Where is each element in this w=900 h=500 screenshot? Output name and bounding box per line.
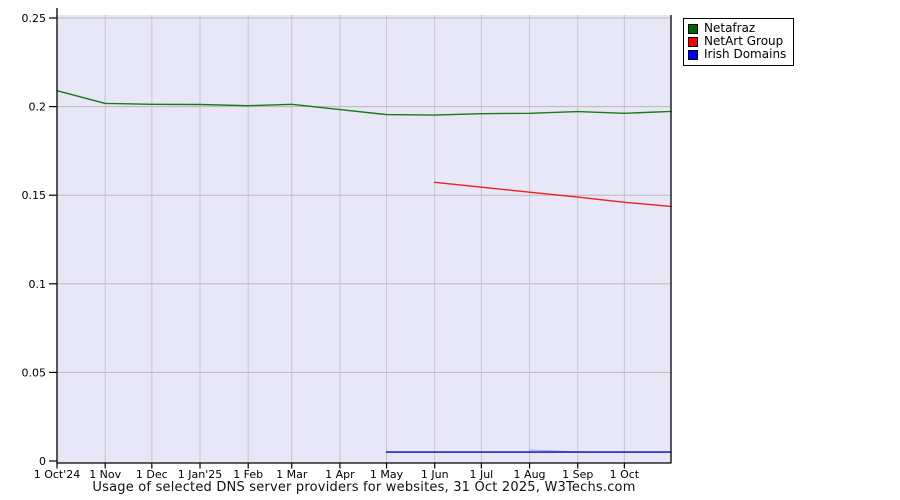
chart-title: Usage of selected DNS server providers f… [92,480,636,495]
x-tick-label: 1 Jun [421,468,449,481]
y-tick-label: 0.15 [22,189,47,202]
x-tick-label: 1 Dec [136,468,168,481]
x-tick-label: 1 Feb [233,468,263,481]
y-tick-label: 0.2 [29,101,47,114]
y-tick-label: 0.05 [22,366,47,379]
legend-label-irish-domains: Irish Domains [704,47,787,61]
x-tick-label: 1 Nov [89,468,121,481]
legend-swatch-netafraz [688,23,698,34]
x-tick-label: 1 Sep [562,468,593,481]
plot-area [57,15,671,463]
x-tick-label: 1 Aug [514,468,546,481]
legend-swatch-irish-domains [688,49,698,60]
series-line-netafraz [56,89,672,116]
legend-label-netafraz: Netafraz [704,21,756,35]
x-tick-label: 1 May [370,468,404,481]
legend-item-netart-group: NetArt Group [688,35,786,48]
legend-item-netafraz: Netafraz [688,22,786,35]
series-line-netart-group [434,181,672,208]
legend: Netafraz NetArt Group Irish Domains [683,18,795,66]
x-tick-label: 1 Jan'25 [178,468,222,481]
y-tick-label: 0.1 [29,278,47,291]
legend-label-netart-group: NetArt Group [704,34,784,48]
x-tick-label: 1 Mar [276,468,308,481]
x-tick-label: 1 Oct'24 [34,468,81,481]
x-tick-label: 1 Oct [610,468,640,481]
y-tick-label: 0 [39,455,46,468]
y-tick-label: 0.25 [22,12,47,25]
x-tick-label: 1 Jul [469,468,493,481]
x-tick-label: 1 Apr [325,468,355,481]
legend-item-irish-domains: Irish Domains [688,48,786,61]
legend-swatch-netart-group [688,36,698,47]
